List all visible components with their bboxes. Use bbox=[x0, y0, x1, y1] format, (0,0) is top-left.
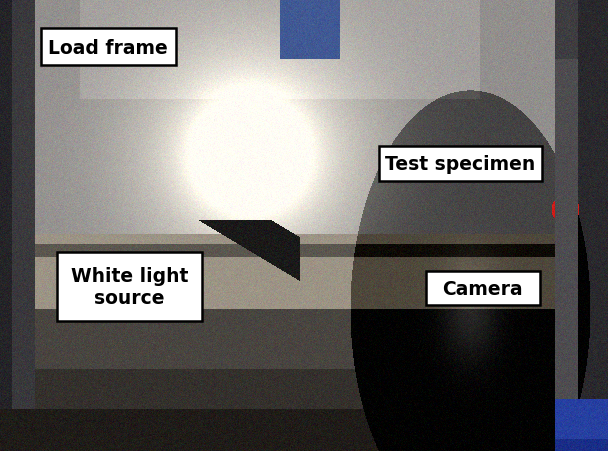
FancyBboxPatch shape bbox=[41, 29, 176, 65]
FancyBboxPatch shape bbox=[426, 272, 540, 306]
Text: Camera: Camera bbox=[442, 279, 522, 298]
Text: Test specimen: Test specimen bbox=[385, 155, 536, 174]
FancyBboxPatch shape bbox=[57, 252, 202, 321]
Text: White light
source: White light source bbox=[71, 267, 188, 307]
Text: Load frame: Load frame bbox=[49, 39, 168, 58]
FancyBboxPatch shape bbox=[379, 147, 542, 181]
